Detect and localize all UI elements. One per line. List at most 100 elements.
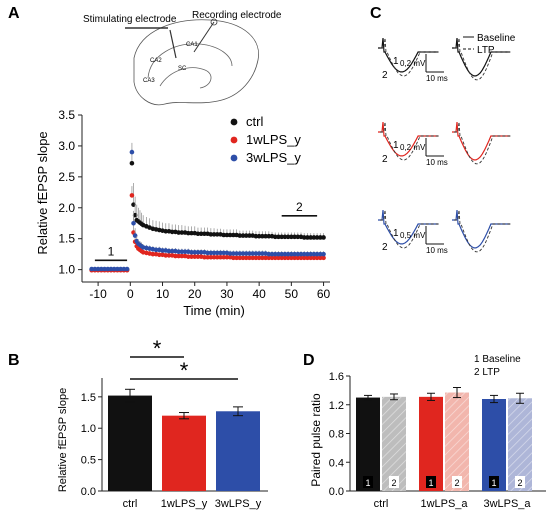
chart-a-point — [163, 228, 169, 234]
trace-time-label: 10 ms — [426, 74, 448, 83]
chart-a-point — [247, 251, 252, 256]
chart-a-point — [289, 234, 294, 240]
chart-a-point — [237, 251, 243, 256]
chart-a-point — [173, 253, 178, 259]
trace-first-ltp — [380, 121, 440, 161]
chart-a-point — [247, 255, 252, 261]
chart-a-point — [240, 251, 246, 256]
chart-a-point — [272, 234, 278, 240]
chart-d-y-tick-label: 0.8 — [329, 429, 344, 441]
chart-a-point — [198, 231, 204, 237]
chart-a-point — [289, 251, 294, 257]
chart-d-category-label: ctrl — [374, 498, 389, 510]
chart-a-point — [185, 254, 191, 259]
chart-a-ylabel: Relative fEPSP slope — [35, 131, 50, 254]
chart-a-point — [301, 255, 307, 261]
chart-a-y-tick-label: 1.5 — [58, 232, 75, 246]
chart-a-x-tick-label: 60 — [317, 287, 331, 301]
trace-second-baseline — [452, 121, 510, 161]
chart-a-point — [179, 230, 185, 235]
chart-a-point — [218, 250, 223, 256]
chart-a-point — [240, 233, 246, 238]
chart-a-legend-marker — [230, 154, 238, 162]
chart-b-significance-star: * — [180, 358, 189, 383]
chart-a-point — [260, 251, 265, 256]
chart-a-point — [311, 251, 317, 257]
chart-a-point — [129, 160, 135, 166]
rec-electrode-label: Recording electrode — [192, 10, 282, 21]
chart-a-point — [166, 253, 172, 258]
chart-d-bar-tag: 1 — [428, 478, 433, 488]
chart-a-point — [250, 251, 256, 256]
trace-second-ltp — [454, 121, 512, 165]
chart-a-point — [121, 266, 127, 272]
stimulating-electrode — [169, 29, 177, 59]
trace-peak-1-label: 1 — [393, 228, 399, 239]
chart-a-point — [295, 255, 301, 261]
dentate-gyrus-path — [159, 67, 212, 89]
chart-a-point — [279, 251, 284, 257]
chart-a-point — [95, 266, 101, 272]
chart-d-bar-tag-box — [515, 476, 525, 488]
chart-d-legend-1: 1 Baseline — [474, 354, 521, 365]
chart-a-point — [211, 254, 217, 260]
recording-electrode-tip — [210, 18, 218, 26]
chart-a-point — [285, 234, 291, 240]
chart-a-point — [318, 251, 323, 257]
chart-a-point — [301, 251, 307, 257]
chart-a-point — [282, 234, 288, 240]
trace-amp-label: 0,5 mV — [400, 231, 426, 240]
legend-ltp-text: LTP — [477, 45, 495, 56]
sc-label: SC — [178, 66, 187, 72]
chart-a-point — [301, 235, 307, 240]
chart-a-point — [260, 233, 265, 239]
chart-a-point — [240, 255, 246, 261]
chart-a-point — [132, 233, 138, 238]
chart-a-point — [189, 254, 194, 259]
chart-a-point — [237, 255, 243, 261]
chart-b-y-tick-label: 1.5 — [81, 392, 96, 404]
chart-a-point — [321, 251, 326, 257]
cornu-ammonis-path — [147, 43, 233, 79]
chart-a-point — [99, 266, 104, 272]
chart-a-legend-label: 1wLPS_y — [246, 132, 301, 147]
panel-label-d: D — [303, 352, 315, 369]
chart-d-y-tick-label: 0.0 — [329, 486, 344, 498]
chart-a-point — [234, 255, 239, 261]
chart-a-point — [247, 233, 252, 238]
chart-a-x-tick-label: 40 — [252, 287, 266, 301]
chart-b-significance-star: * — [153, 336, 162, 361]
chart-a: 1.0 1.5 2.0 2.5 3.0 3.5 -10 0 10 20 30 40 50 60 Time… — [35, 108, 331, 318]
chart-d-bar-tag: 2 — [454, 478, 459, 488]
chart-a-point — [192, 250, 198, 255]
chart-a-point — [289, 255, 294, 261]
chart-a-plot — [81, 115, 330, 283]
chart-a-point — [189, 230, 194, 236]
chart-a-point — [156, 252, 162, 258]
chart-d-y-tick-label: 0.4 — [329, 457, 344, 469]
chart-a-point — [195, 250, 201, 255]
chart-a-point — [282, 255, 288, 261]
chart-d-bar-tag: 1 — [491, 478, 496, 488]
chart-b-y-tick-label: 1.0 — [81, 423, 96, 435]
chart-a-point — [234, 251, 239, 256]
chart-a-point — [272, 255, 278, 261]
chart-a-point — [224, 232, 230, 238]
chart-a-point — [279, 234, 284, 240]
chart-a-point — [276, 255, 281, 261]
chart-b-y-tick-label: 0.0 — [81, 486, 96, 498]
chart-a-point — [295, 234, 301, 240]
chart-a-point — [314, 251, 320, 257]
chart-a-point — [305, 251, 310, 257]
chart-a-point — [237, 233, 243, 238]
chart-a-point — [202, 231, 207, 237]
chart-a-point — [211, 250, 217, 256]
chart-b: 0.0 0.5 1.0 1.5 ctrl 1wLPS_y 3wLPS_y * * Relativ… — [57, 336, 268, 510]
chart-d-bar-hatch — [508, 398, 532, 491]
chart-a-point — [305, 255, 310, 261]
chart-a-point — [308, 255, 313, 261]
chart-a-point — [308, 235, 313, 240]
